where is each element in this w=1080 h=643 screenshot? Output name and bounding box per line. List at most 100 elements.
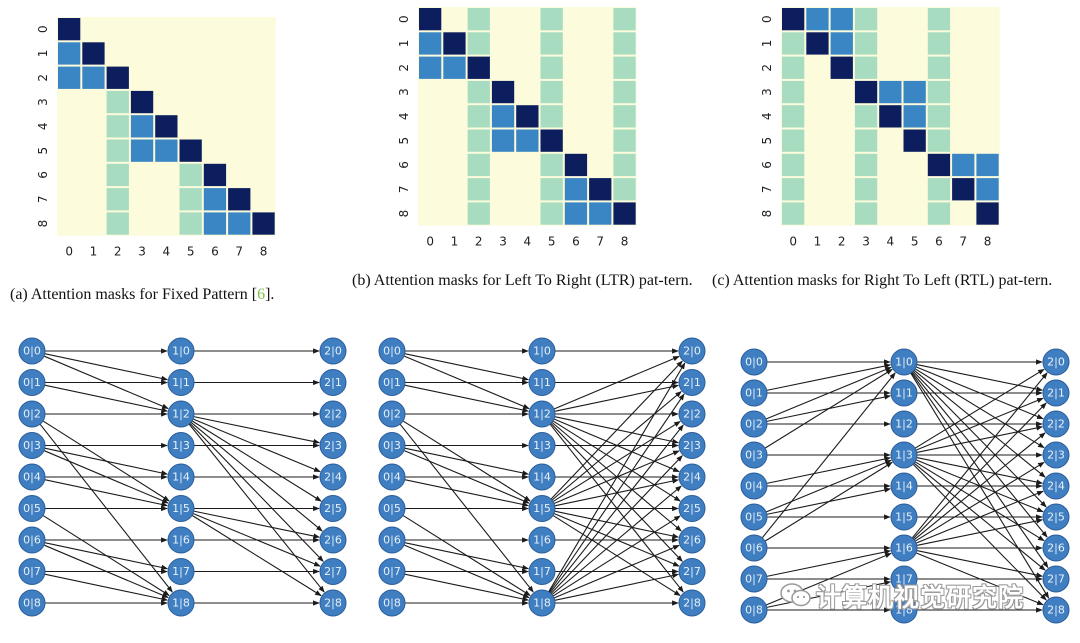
heatmap-cell	[516, 105, 539, 128]
caption-rtl-pattern: (c) Attention masks for Right To Left (R…	[712, 272, 1053, 289]
graph-edge	[550, 455, 683, 594]
y-tick-label: 5	[760, 137, 774, 145]
node-label: 0|7	[383, 565, 401, 578]
heatmap-cell	[540, 129, 563, 152]
x-tick-label: 2	[114, 245, 122, 259]
node-label: 0|1	[23, 376, 41, 389]
graph-node	[319, 463, 347, 491]
graph-edge	[554, 573, 679, 601]
heatmap-cell	[419, 32, 442, 55]
y-tick-label: 6	[36, 171, 50, 179]
graph-edge	[191, 420, 322, 502]
node-label: 2|5	[683, 502, 701, 515]
graph-node	[890, 379, 918, 407]
heatmap-cell	[58, 42, 81, 65]
node-label: 1|1	[533, 376, 551, 389]
graph-edge	[193, 416, 320, 445]
graph-node	[319, 337, 347, 365]
y-tick-label: 2	[36, 74, 50, 82]
heatmap-cell	[155, 139, 178, 162]
node-label: 1|2	[533, 408, 551, 421]
node-label: 2|0	[1047, 356, 1065, 369]
node-label: 0|2	[23, 408, 41, 421]
heatmap-cell	[854, 202, 878, 225]
graph-node	[678, 432, 706, 459]
graph-node	[740, 348, 768, 376]
heatmap-cell	[106, 115, 129, 138]
heatmap-cell	[58, 18, 81, 41]
graph-edge	[550, 360, 683, 500]
y-tick-label: 3	[397, 88, 411, 96]
x-tick-label: 8	[621, 235, 629, 249]
y-tick-label: 7	[36, 195, 50, 203]
heatmap-cell	[903, 129, 926, 152]
y-tick-label: 8	[36, 220, 50, 228]
node-label: 1|7	[533, 565, 551, 578]
graph-node	[18, 526, 46, 554]
heatmap-cell	[782, 56, 805, 79]
graph-node	[740, 596, 768, 624]
x-tick-label: 3	[862, 235, 870, 249]
graph-node	[1042, 596, 1070, 624]
citation-link[interactable]: 6	[257, 286, 266, 303]
graph-node	[890, 441, 918, 469]
heatmap-cell	[203, 163, 227, 187]
graph-node	[319, 526, 347, 554]
graph-node	[678, 589, 706, 617]
heatmap-cell	[467, 178, 490, 201]
graph-node	[378, 463, 406, 491]
heatmap-cell	[927, 105, 951, 128]
heatmap-cell	[854, 129, 878, 152]
graph-node	[18, 369, 46, 396]
graph-node	[890, 596, 918, 624]
heatmap-cell	[927, 32, 951, 55]
node-label: 0|1	[745, 387, 763, 400]
graph-node	[167, 369, 195, 396]
heatmap-cell	[467, 32, 490, 55]
graph-node	[740, 410, 768, 438]
x-tick-label: 4	[524, 235, 532, 249]
caption-a-text: (a) Attention masks for Fixed Pattern [	[10, 286, 258, 303]
heatmap-cell	[106, 139, 129, 162]
graph-node	[740, 472, 768, 500]
graph-node	[1042, 410, 1070, 438]
graph-edge	[915, 397, 1044, 451]
y-tick-label: 1	[397, 40, 411, 48]
heatmap-cell	[540, 153, 563, 177]
graph-node	[528, 495, 556, 522]
node-label: 0|0	[23, 345, 41, 358]
graph-node	[678, 369, 706, 396]
heatmap-cell	[927, 8, 951, 31]
graph-node	[167, 558, 195, 585]
graph-node	[528, 558, 556, 585]
heatmap-cell	[540, 80, 563, 104]
heatmap-cell	[467, 153, 490, 177]
node-label: 2|4	[683, 471, 701, 484]
y-tick-label: 6	[397, 161, 411, 169]
heatmap-cell	[613, 129, 636, 152]
heatmap-cell	[564, 153, 588, 177]
node-label: 2|6	[683, 534, 701, 547]
graph-edge	[404, 384, 529, 413]
graph-node	[167, 463, 195, 491]
graph-edge	[42, 420, 170, 502]
graph-node	[319, 369, 347, 396]
x-tick-label: 2	[838, 235, 846, 249]
graph-edge	[761, 372, 896, 539]
graph-node	[319, 495, 347, 522]
graph-node	[890, 565, 918, 593]
graph-node	[378, 526, 406, 554]
y-tick-label: 3	[760, 88, 774, 96]
graph-node	[1042, 565, 1070, 593]
heatmap-cell	[130, 90, 154, 114]
node-label: 2|2	[324, 408, 342, 421]
graph-node	[378, 337, 406, 365]
heatmap-cell	[879, 80, 902, 104]
node-label: 1|8	[172, 597, 190, 610]
x-tick-label: 2	[475, 235, 483, 249]
graph-edge	[914, 368, 1045, 449]
node-label: 1|3	[895, 449, 913, 462]
graph-node	[167, 526, 195, 554]
y-tick-label: 4	[36, 123, 50, 131]
